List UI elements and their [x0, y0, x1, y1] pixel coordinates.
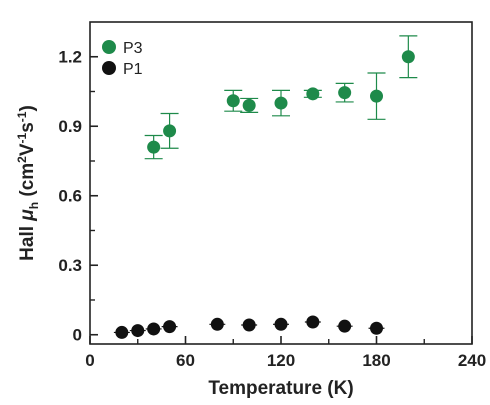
legend: P3 P1: [102, 40, 143, 78]
legend-label-p1: P1: [123, 61, 143, 78]
plot-frame: [89, 21, 473, 345]
data-point-p1: [163, 320, 177, 334]
x-axis-title: Temperature (K): [208, 378, 353, 399]
data-point-p3: [226, 94, 240, 108]
series-p3: [144, 35, 418, 160]
data-point-p1: [370, 321, 383, 335]
legend-marker-p3: [102, 40, 116, 54]
data-point-p1: [306, 315, 320, 329]
data-point-p1: [147, 322, 161, 336]
series-p1: [113, 315, 385, 339]
legend-label-p3: P3: [123, 40, 143, 57]
data-point-p3: [242, 98, 256, 112]
y-tick-label: 0.6: [58, 187, 82, 206]
data-point-p1: [242, 318, 256, 332]
data-point-p3: [370, 89, 383, 103]
x-tick-label: 120: [267, 351, 295, 370]
x-tick-label: 60: [176, 351, 195, 370]
data-point-p1: [115, 325, 129, 339]
data-point-p3: [401, 50, 415, 64]
legend-marker-p1: [102, 61, 116, 75]
data-point-p3: [306, 87, 320, 101]
x-tick-label: 180: [362, 351, 390, 370]
y-tick-label: 0: [73, 326, 82, 345]
y-axis-title: Hall μh (cm2V-1s-1): [15, 105, 41, 261]
data-point-p1: [338, 319, 352, 333]
data-point-p1: [274, 317, 288, 331]
data-point-p1: [131, 324, 145, 338]
axis-tick-labels: 0 60 120 180 240 0 0.3 0.6 0.9 1.2: [58, 48, 486, 370]
x-tick-label: 0: [85, 351, 94, 370]
data-point-p1: [210, 317, 224, 331]
y-tick-label: 1.2: [58, 48, 82, 67]
data-series: [113, 35, 418, 339]
data-point-p3: [274, 96, 288, 110]
x-tick-label: 240: [458, 351, 486, 370]
data-point-p3: [147, 140, 161, 154]
data-point-p3: [163, 124, 177, 138]
axis-ticks: [89, 55, 473, 344]
y-tick-label: 0.9: [58, 117, 82, 136]
y-tick-label: 0.3: [58, 256, 82, 275]
data-point-p3: [338, 86, 352, 100]
